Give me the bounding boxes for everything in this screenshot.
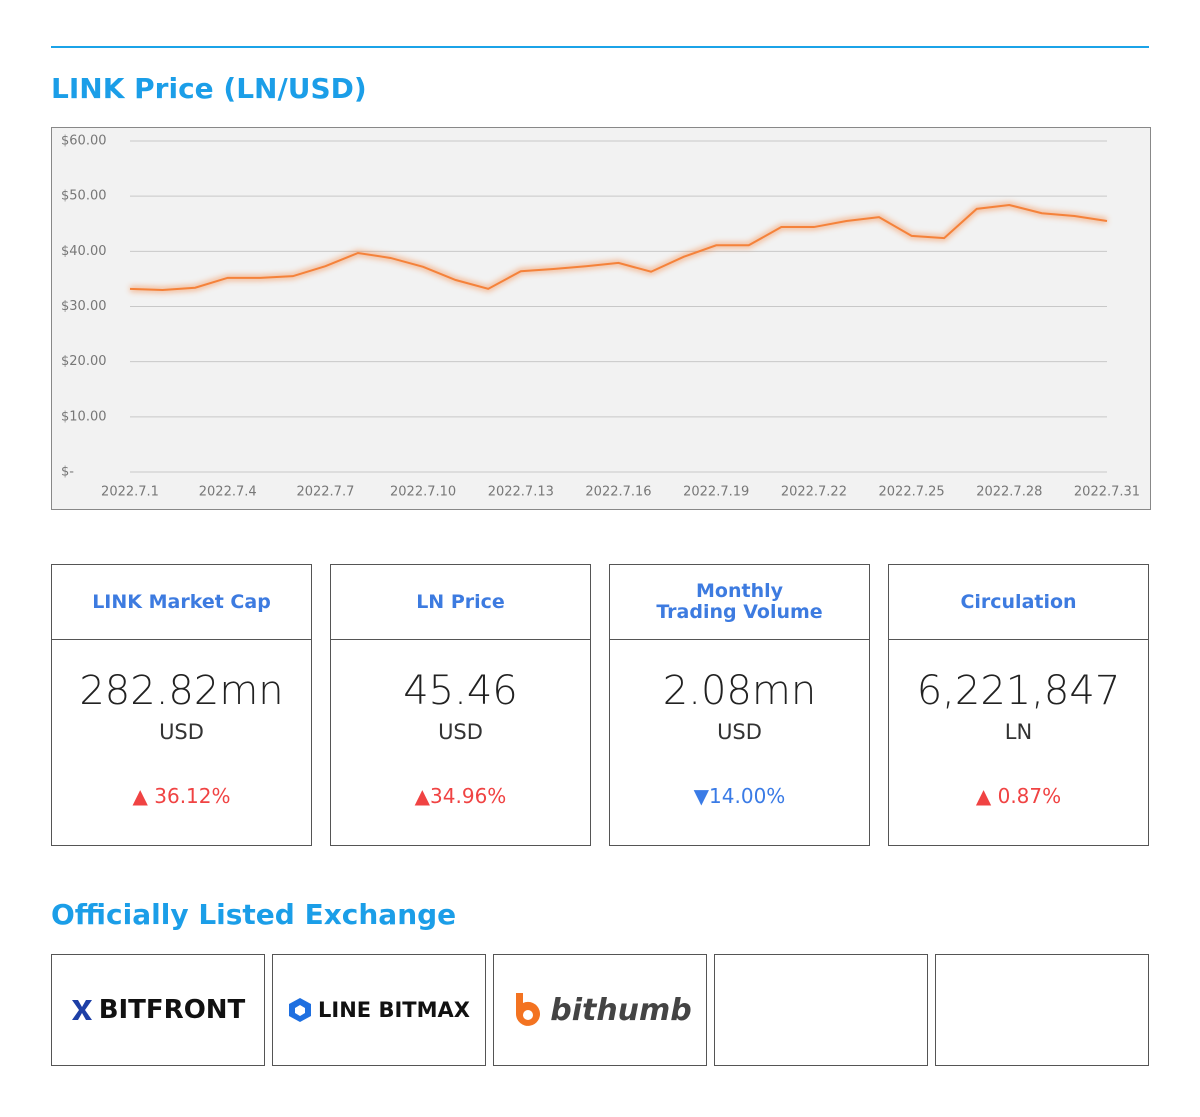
stat-card: Monthly Trading Volume 2.08mn USD ▼14.00% xyxy=(609,564,870,846)
section-title: Officially Listed Exchange xyxy=(51,898,457,931)
x-tick-label: 2022.7.1 xyxy=(101,485,159,500)
stat-unit: USD xyxy=(438,720,483,744)
stat-unit: USD xyxy=(717,720,762,744)
x-tick-label: 2022.7.16 xyxy=(585,485,651,500)
stat-value: 6,221,847 xyxy=(916,668,1121,714)
stat-card: LINK Market Cap 282.82mn USD ▲ 36.12% xyxy=(51,564,312,846)
stat-change: ▲ 0.87% xyxy=(975,784,1062,808)
price-line xyxy=(129,203,1108,291)
stat-change: ▲34.96% xyxy=(414,784,507,808)
bithumb-icon xyxy=(516,993,541,1026)
y-tick-label: $60.00 xyxy=(61,134,107,149)
x-tick-label: 2022.7.4 xyxy=(199,485,257,500)
exchange-name: BITFRONT xyxy=(98,995,246,1025)
x-tick-label: 2022.7.25 xyxy=(879,485,945,500)
exchange-name: LINE BITMAX xyxy=(318,998,470,1022)
stat-change: ▲ 36.12% xyxy=(132,784,231,808)
chart: $- $10.00 $20.00 $30.00 $40.00 $50.00 $60.00 20… xyxy=(51,127,1151,510)
stat-value: 2.08mn xyxy=(662,668,817,714)
stat-value: 282.82mn xyxy=(79,668,284,714)
stat-label: Monthly Trading Volume xyxy=(610,565,869,640)
y-tick-label: $20.00 xyxy=(61,354,107,369)
divider xyxy=(51,46,1149,48)
x-tick-label: 2022.7.19 xyxy=(683,485,749,500)
exchange-box xyxy=(714,954,928,1066)
stat-label: LN Price xyxy=(331,565,590,640)
stat-label: LINK Market Cap xyxy=(52,565,311,640)
y-tick-label: $10.00 xyxy=(61,409,107,424)
exchange-box[interactable]: LINE BITMAX xyxy=(272,954,486,1066)
exchange-box[interactable]: bithumb xyxy=(493,954,707,1066)
y-tick-label: $- xyxy=(61,465,74,480)
x-tick-label: 2022.7.7 xyxy=(296,485,354,500)
stat-label: Circulation xyxy=(889,565,1148,640)
stat-card: LN Price 45.46 USD ▲34.96% xyxy=(330,564,591,846)
exchange-box xyxy=(935,954,1149,1066)
stat-change: ▼14.00% xyxy=(693,784,786,808)
x-tick-label: 2022.7.28 xyxy=(976,485,1042,500)
stat-value: 45.46 xyxy=(403,668,518,714)
stat-unit: USD xyxy=(159,720,204,744)
stat-card: Circulation 6,221,847 LN ▲ 0.87% xyxy=(888,564,1149,846)
exchange-box[interactable]: BITFRONT xyxy=(51,954,265,1066)
linebitmax-icon xyxy=(289,998,312,1022)
exchange-name: bithumb xyxy=(550,992,692,1028)
section-title: LINK Price (LN/USD) xyxy=(51,72,367,105)
y-tick-label: $50.00 xyxy=(61,189,107,204)
x-tick-label: 2022.7.10 xyxy=(390,485,456,500)
y-tick-label: $30.00 xyxy=(61,299,107,314)
stat-unit: LN xyxy=(1004,720,1033,744)
x-tick-label: 2022.7.22 xyxy=(781,485,847,500)
x-tick-label: 2022.7.13 xyxy=(488,485,554,500)
chart-background xyxy=(51,127,1151,510)
y-tick-label: $40.00 xyxy=(61,244,107,259)
x-tick-label: 2022.7.31 xyxy=(1074,485,1140,500)
bitfront-icon xyxy=(71,1000,92,1020)
